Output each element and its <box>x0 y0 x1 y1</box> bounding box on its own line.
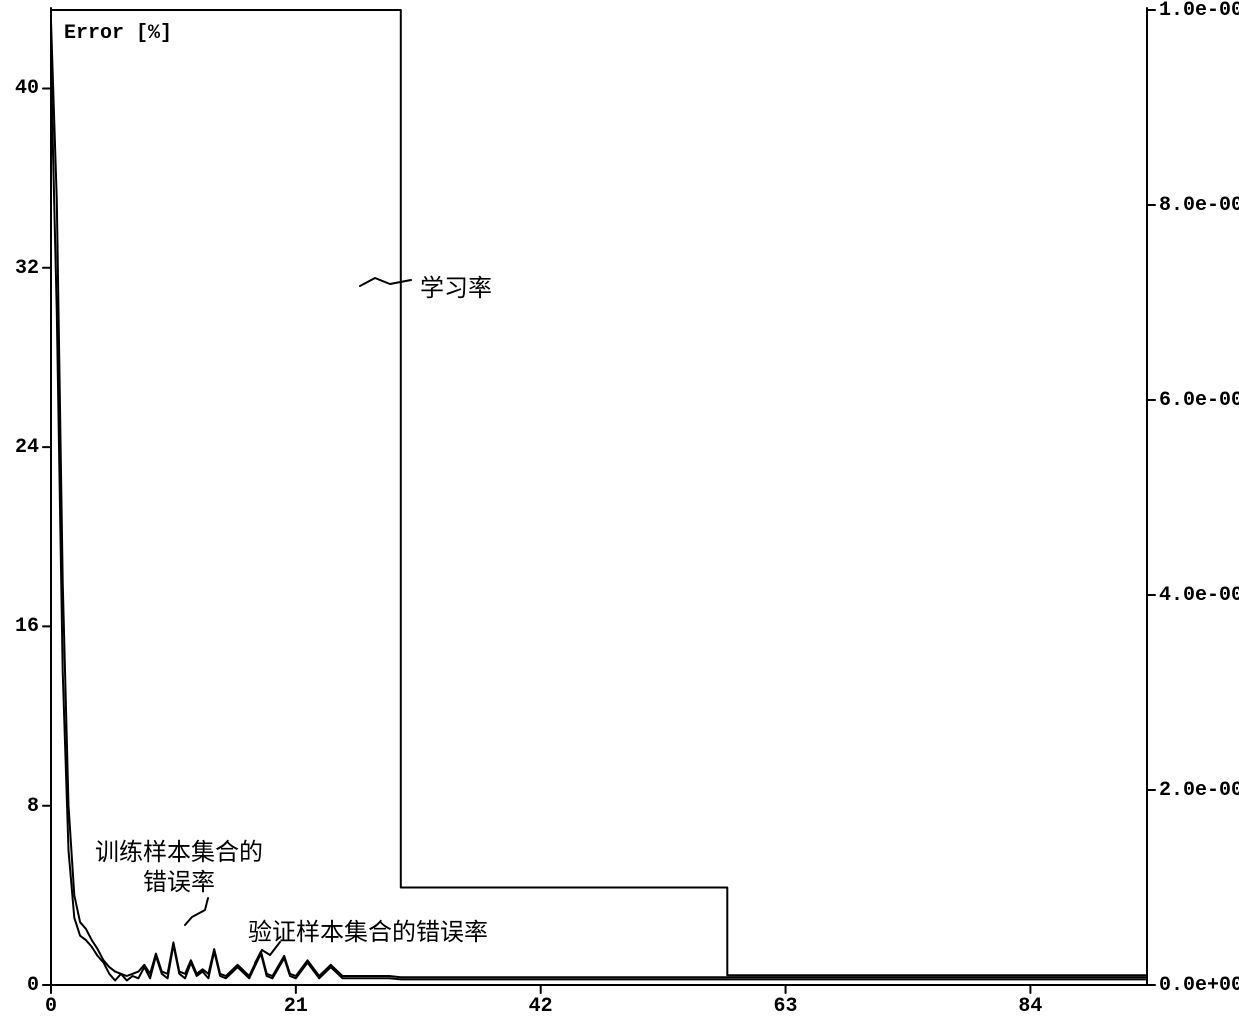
annotation-learning-rate-text: 学习率 <box>420 276 492 302</box>
annotation-train-error-line: 训练样本集合的 <box>95 838 263 868</box>
annotation-learning-rate: 学习率 <box>420 268 492 303</box>
annotation-train-error-line: 错误率 <box>95 868 263 898</box>
y-left-axis-title: Error [%] <box>64 22 172 45</box>
annotation-val-error: 验证样本集合的错误率 <box>248 912 488 947</box>
annotation-train-error: 训练样本集合的错误率 <box>95 838 263 898</box>
training-chart: Error [%] 学习率 训练样本集合的错误率 验证样本集合的错误率 0214… <box>0 0 1239 1033</box>
annotation-val-error-text: 验证样本集合的错误率 <box>248 920 488 946</box>
